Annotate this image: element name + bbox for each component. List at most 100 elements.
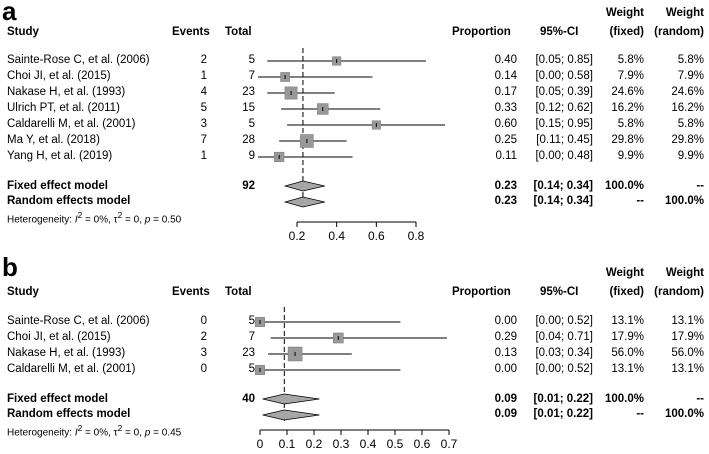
study-total: 23 bbox=[242, 347, 255, 359]
study-weight-fixed: 5.8% bbox=[617, 54, 644, 66]
header-events: Events bbox=[172, 286, 210, 298]
study-events: 1 bbox=[200, 150, 207, 162]
study-weight-random: 17.9% bbox=[671, 331, 704, 343]
x-axis-tick-label: 0.8 bbox=[408, 229, 425, 243]
x-axis-tick-label: 0.2 bbox=[306, 437, 323, 451]
random-effects-diamond bbox=[262, 409, 320, 421]
header-total: Total bbox=[225, 26, 252, 38]
study-total: 5 bbox=[248, 54, 255, 66]
fixed-model-weight-fixed: 100.0% bbox=[604, 180, 644, 192]
study-total: 5 bbox=[248, 315, 255, 327]
study-events: 0 bbox=[200, 315, 207, 327]
random-model-label: Random effects model bbox=[7, 408, 131, 420]
study-ci: [0.05; 0.85] bbox=[535, 54, 593, 66]
study-weight-fixed: 9.9% bbox=[617, 150, 644, 162]
fixed-model-weight-random: -- bbox=[696, 393, 704, 405]
study-weight-fixed: 17.9% bbox=[611, 331, 644, 343]
study-name: Caldarelli M, et al. (2001) bbox=[7, 118, 136, 130]
forest-plot-a: a Study Events Total Proportion 95%-CI W… bbox=[2, 0, 704, 243]
header-weight-fixed: Weight bbox=[605, 267, 644, 279]
study-total: 7 bbox=[248, 331, 255, 343]
header-proportion: Proportion bbox=[452, 286, 511, 298]
header-weight-fixed-sub: (fixed) bbox=[609, 26, 645, 38]
study-name: Caldarelli M, et al. (2001) bbox=[7, 363, 136, 375]
study-total: 23 bbox=[242, 86, 255, 98]
study-weight-random: 5.8% bbox=[677, 118, 704, 130]
x-axis-tick-label: 0.1 bbox=[279, 437, 296, 451]
header-weight-fixed: Weight bbox=[605, 7, 644, 19]
study-weight-random: 16.2% bbox=[671, 102, 704, 114]
study-total: 15 bbox=[242, 102, 255, 114]
study-proportion: 0.17 bbox=[494, 86, 517, 98]
fixed-model-weight-random: -- bbox=[696, 180, 704, 192]
study-proportion: 0.40 bbox=[494, 54, 517, 66]
study-proportion: 0.00 bbox=[494, 315, 517, 327]
x-axis-tick-label: 0 bbox=[257, 437, 264, 451]
study-name: Sainte-Rose C, et al. (2006) bbox=[7, 315, 150, 327]
study-weight-fixed: 56.0% bbox=[611, 347, 644, 359]
x-axis-tick-label: 0.5 bbox=[387, 437, 404, 451]
random-model-weight-random: 100.0% bbox=[664, 408, 704, 420]
study-name: Yang H, et al. (2019) bbox=[7, 150, 113, 162]
study-events: 2 bbox=[200, 331, 207, 343]
header-weight-random-sub: (random) bbox=[654, 26, 704, 38]
header-weight-random-sub: (random) bbox=[654, 286, 704, 298]
study-name: Ulrich PT, et al. (2011) bbox=[7, 102, 120, 114]
forest-plot-b-graphics: 0 0.1 0.2 0.3 0.4 0.5 0.6 0.7 bbox=[255, 307, 458, 451]
panel-label: a bbox=[2, 0, 17, 26]
fixed-model-label: Fixed effect model bbox=[7, 180, 108, 192]
study-weight-random: 7.9% bbox=[677, 70, 704, 82]
x-axis-tick-label: 0.2 bbox=[289, 229, 306, 243]
study-ci: [0.12; 0.62] bbox=[535, 102, 593, 114]
fixed-model-ci: [0.01; 0.22] bbox=[533, 393, 593, 405]
study-proportion: 0.13 bbox=[494, 347, 517, 359]
header-study: Study bbox=[7, 286, 39, 298]
x-axis-tick-label: 0.4 bbox=[328, 229, 345, 243]
study-events: 0 bbox=[200, 363, 207, 375]
study-name: Nakase H, et al. (1993) bbox=[7, 347, 126, 359]
random-model-weight-random: 100.0% bbox=[664, 195, 704, 207]
study-ci: [0.00; 0.52] bbox=[535, 363, 593, 375]
study-weight-fixed: 13.1% bbox=[611, 315, 644, 327]
random-model-weight-fixed: -- bbox=[636, 195, 644, 207]
study-events: 3 bbox=[200, 118, 207, 130]
header-proportion: Proportion bbox=[452, 26, 511, 38]
header-weight-random: Weight bbox=[665, 267, 704, 279]
x-axis-tick-label: 0.6 bbox=[414, 437, 431, 451]
study-weight-random: 24.6% bbox=[671, 86, 704, 98]
study-weight-fixed: 5.8% bbox=[617, 118, 644, 130]
study-proportion: 0.00 bbox=[494, 363, 517, 375]
study-total: 28 bbox=[242, 134, 255, 146]
study-weight-random: 5.8% bbox=[677, 54, 704, 66]
fixed-model-total: 40 bbox=[242, 393, 255, 405]
header-weight-random: Weight bbox=[665, 7, 704, 19]
study-total: 9 bbox=[248, 150, 255, 162]
heterogeneity-stats: Heterogeneity: I2 = 0%, τ2 = 0, p = 0.45 bbox=[7, 423, 182, 439]
study-events: 3 bbox=[200, 347, 207, 359]
study-weight-random: 29.8% bbox=[671, 134, 704, 146]
study-name: Choi JI, et al. (2015) bbox=[7, 70, 111, 82]
random-effects-diamond bbox=[283, 196, 325, 208]
study-total: 7 bbox=[248, 70, 255, 82]
header-ci: 95%-CI bbox=[540, 286, 579, 298]
study-weight-fixed: 29.8% bbox=[611, 134, 644, 146]
study-events: 7 bbox=[200, 134, 207, 146]
random-model-proportion: 0.23 bbox=[494, 195, 517, 207]
study-events: 2 bbox=[200, 54, 207, 66]
study-ci: [0.05; 0.39] bbox=[535, 86, 593, 98]
study-ci: [0.03; 0.34] bbox=[535, 347, 593, 359]
study-weight-random: 56.0% bbox=[671, 347, 704, 359]
study-ci: [0.04; 0.71] bbox=[535, 331, 593, 343]
x-axis-tick-label: 0.7 bbox=[441, 437, 458, 451]
fixed-model-label: Fixed effect model bbox=[7, 393, 108, 405]
header-weight-fixed-sub: (fixed) bbox=[609, 286, 645, 298]
random-model-ci: [0.01; 0.22] bbox=[533, 408, 593, 420]
study-proportion: 0.25 bbox=[494, 134, 517, 146]
study-proportion: 0.29 bbox=[494, 331, 517, 343]
study-weight-fixed: 7.9% bbox=[617, 70, 644, 82]
fixed-model-weight-fixed: 100.0% bbox=[604, 393, 644, 405]
random-model-proportion: 0.09 bbox=[494, 408, 517, 420]
study-ci: [0.15; 0.95] bbox=[535, 118, 593, 130]
study-weight-fixed: 13.1% bbox=[611, 363, 644, 375]
header-ci: 95%-CI bbox=[540, 26, 579, 38]
